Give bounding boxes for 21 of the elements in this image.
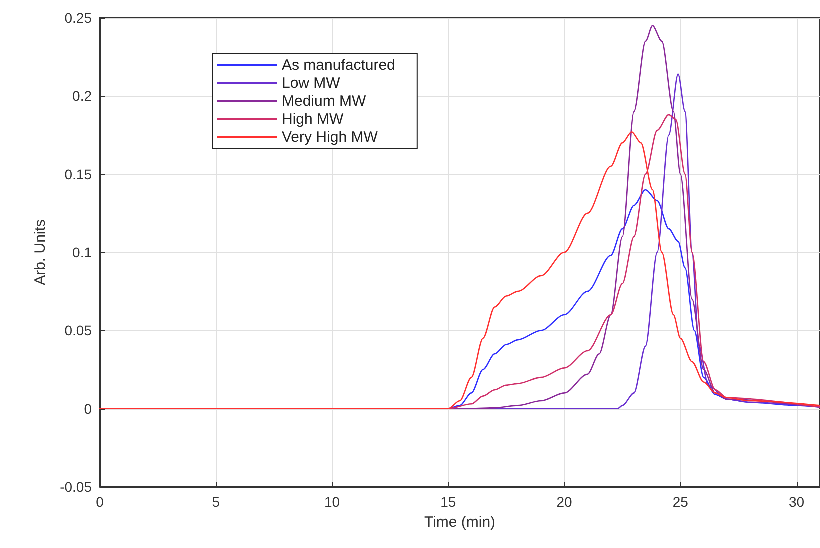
legend-label: Low MW: [282, 75, 342, 92]
y-axis-title: Arb. Units: [32, 220, 49, 286]
x-axis-title: Time (min): [424, 514, 496, 531]
legend-label: Very High MW: [282, 129, 379, 146]
y-tick-label: -0.05: [60, 479, 92, 495]
x-tick-label: 20: [556, 494, 573, 510]
x-tick-label: 15: [440, 494, 456, 510]
x-tick-label: 5: [212, 494, 220, 510]
legend-label: High MW: [282, 111, 345, 128]
x-tick-label: 10: [324, 494, 340, 510]
legend-label: As manufactured: [282, 57, 396, 74]
y-tick-label: 0.1: [72, 244, 92, 260]
y-tick-label: 0.15: [64, 166, 92, 182]
y-tick-label: 0.2: [72, 88, 92, 104]
x-tick-label: 25: [672, 494, 689, 510]
y-tick-label: 0.05: [64, 322, 92, 339]
y-tick-label: 0: [84, 400, 92, 417]
x-tick-label: 30: [788, 494, 805, 510]
y-tick-label: 0.25: [64, 10, 92, 26]
legend-label: Medium MW: [282, 93, 368, 110]
x-tick-label: 0: [96, 494, 104, 510]
